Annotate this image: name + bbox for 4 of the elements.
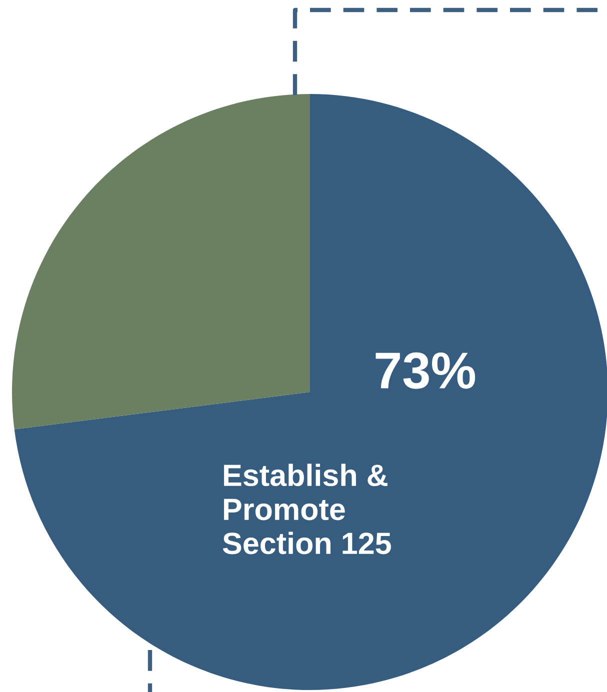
pie-slice [12,94,310,430]
slice-label: Establish & Promote Section 125 [222,464,391,554]
data-label: 73% [376,352,476,389]
pie-slice [14,94,607,690]
